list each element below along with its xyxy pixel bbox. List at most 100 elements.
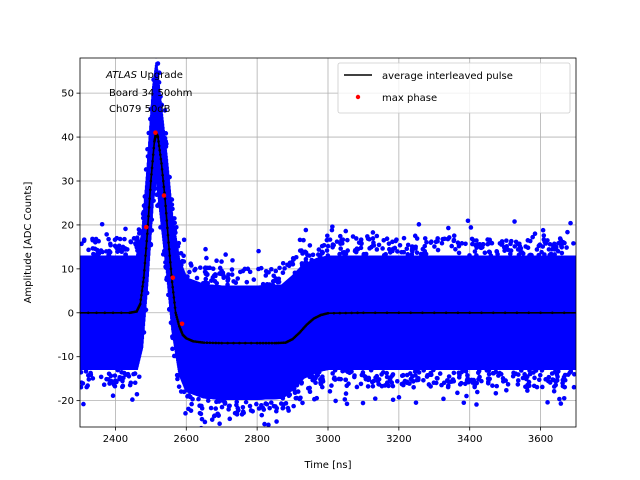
sample-point: [449, 243, 455, 249]
sample-point: [149, 217, 155, 222]
average-pulse-marker: [551, 311, 554, 315]
average-pulse-marker: [480, 311, 483, 315]
y-tick-label: 20: [61, 220, 74, 231]
x-tick-label: 3000: [315, 434, 340, 445]
sample-point: [505, 382, 511, 387]
sample-point: [120, 244, 126, 250]
average-pulse-marker: [174, 311, 177, 315]
sample-point: [321, 242, 327, 248]
sample-point: [90, 236, 95, 242]
sample-point: [369, 244, 374, 250]
average-pulse-marker: [332, 311, 336, 315]
sample-point: [196, 396, 201, 402]
sample-point: [512, 244, 518, 249]
sample-point: [465, 218, 471, 224]
x-tick-label: 2800: [244, 434, 269, 445]
sample-point: [148, 241, 154, 247]
sample-point: [186, 393, 192, 398]
sample-point: [564, 245, 569, 250]
sample-point: [115, 367, 121, 373]
sample-point: [480, 244, 485, 250]
sample-point: [181, 389, 187, 395]
sample-point: [439, 382, 444, 388]
sample-point: [451, 233, 457, 239]
sample-point: [571, 384, 576, 390]
x-axis-label: Time [ns]: [303, 460, 351, 471]
sample-point: [471, 238, 476, 243]
sample-point: [251, 277, 257, 282]
average-pulse-marker: [373, 311, 377, 315]
sample-point: [289, 259, 295, 265]
sample-point: [390, 373, 395, 378]
sample-point: [546, 374, 552, 380]
average-pulse-marker: [503, 311, 507, 315]
sample-point: [112, 373, 118, 378]
sample-point: [501, 245, 507, 250]
sample-point: [504, 388, 509, 393]
sample-point: [245, 266, 251, 272]
sample-point: [303, 259, 309, 265]
sample-point: [374, 233, 380, 239]
sample-point: [376, 382, 382, 387]
sample-point: [295, 389, 301, 394]
average-pulse-marker: [150, 166, 154, 170]
sample-point: [203, 246, 208, 252]
sample-point: [552, 369, 558, 375]
sample-point: [214, 258, 219, 263]
sample-point: [170, 334, 175, 339]
sample-point: [371, 378, 377, 384]
sample-point: [254, 401, 259, 407]
sample-point: [499, 239, 505, 244]
average-pulse-marker: [258, 341, 262, 345]
sample-point: [539, 249, 544, 255]
sample-point: [477, 374, 482, 380]
sample-point: [339, 238, 344, 243]
sample-point: [325, 253, 331, 258]
sample-point: [158, 225, 163, 230]
average-pulse-marker: [148, 197, 151, 200]
sample-point: [448, 379, 453, 385]
average-pulse-marker: [211, 341, 215, 345]
sample-point: [512, 219, 517, 224]
sample-point: [309, 374, 315, 379]
sample-point: [358, 237, 364, 242]
average-pulse-marker: [150, 173, 153, 176]
sample-point: [211, 413, 217, 419]
average-pulse-marker: [421, 311, 424, 315]
average-pulse-marker: [167, 247, 171, 251]
sample-point: [235, 276, 241, 281]
sample-point: [332, 377, 338, 382]
sample-point: [185, 274, 190, 279]
sample-point: [370, 230, 376, 235]
sample-point: [358, 245, 364, 251]
sample-point: [487, 237, 492, 243]
sample-point: [540, 227, 546, 233]
average-pulse-marker: [172, 296, 176, 299]
sample-point: [151, 198, 156, 203]
sample-point: [256, 248, 261, 254]
sample-point: [202, 269, 208, 275]
sample-point: [190, 396, 195, 402]
average-pulse-marker: [141, 280, 145, 284]
sample-point: [474, 253, 479, 258]
sample-point: [486, 249, 492, 255]
sample-point: [164, 141, 169, 147]
sample-point: [286, 408, 291, 413]
average-pulse-markers: [80, 131, 566, 345]
sample-point: [416, 222, 422, 227]
sample-point: [256, 406, 262, 411]
average-pulse-marker: [120, 311, 123, 315]
sample-point: [525, 245, 531, 251]
sample-point: [98, 248, 104, 253]
sample-point: [263, 273, 269, 278]
y-tick-label: 50: [61, 89, 74, 100]
average-pulse-marker: [255, 341, 259, 345]
sample-point: [414, 236, 420, 241]
legend-swatch-max-phase: [355, 94, 361, 100]
sample-point: [123, 372, 129, 377]
average-pulse-marker: [214, 341, 218, 345]
sample-point: [230, 258, 235, 263]
average-pulse-marker: [111, 311, 115, 315]
sample-point: [540, 244, 546, 249]
sample-point: [412, 369, 418, 374]
